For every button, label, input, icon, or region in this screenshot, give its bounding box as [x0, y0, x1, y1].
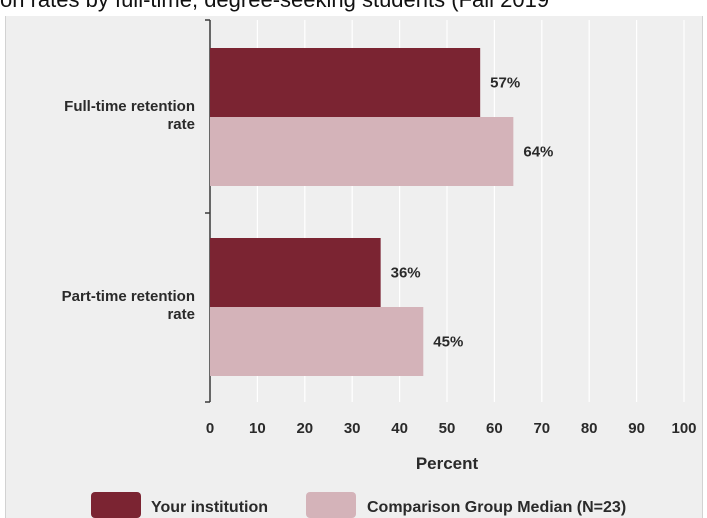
- category-label-0-line-0: Full-time retention: [64, 98, 195, 115]
- data-label-institution-0: 57%: [490, 75, 520, 92]
- bar-institution-1: [210, 238, 381, 307]
- x-tick-label-90: 90: [628, 420, 645, 437]
- x-tick-label-60: 60: [486, 420, 503, 437]
- category-label-1-line-1: rate: [167, 306, 195, 323]
- x-tick-label-10: 10: [249, 420, 266, 437]
- category-label-1: Part-time retention rate: [62, 288, 195, 323]
- x-tick-label-30: 30: [344, 420, 361, 437]
- data-label-comparison-0: 64%: [523, 144, 553, 161]
- bar-institution-0: [210, 48, 481, 117]
- x-tick-label-0: 0: [206, 420, 214, 437]
- x-tick-label-40: 40: [391, 420, 408, 437]
- bar-comparison-0: [210, 117, 514, 186]
- x-tick-label-70: 70: [533, 420, 550, 437]
- legend-swatch-institution: [91, 492, 141, 518]
- category-label-1-line-0: Part-time retention: [62, 288, 195, 305]
- category-label-0-line-1: rate: [167, 116, 195, 133]
- data-label-institution-1: 36%: [391, 265, 421, 282]
- clipped-title-strip: on rates by full-time, degree-seeking st…: [0, 0, 707, 16]
- x-axis-title: Percent: [416, 454, 479, 473]
- x-tick-label-20: 20: [296, 420, 313, 437]
- bar-comparison-1: [210, 307, 424, 376]
- category-label-0: Full-time retention rate: [64, 98, 195, 133]
- x-tick-label-80: 80: [581, 420, 598, 437]
- x-tick-label-50: 50: [439, 420, 456, 437]
- clipped-title-text: on rates by full-time, degree-seeking st…: [0, 0, 549, 11]
- legend-label-comparison: Comparison Group Median (N=23): [367, 499, 626, 516]
- legend-swatch-comparison: [306, 492, 356, 518]
- x-tick-label-100: 100: [671, 420, 696, 437]
- legend-label-institution: Your institution: [151, 499, 268, 516]
- data-label-comparison-1: 45%: [433, 334, 463, 351]
